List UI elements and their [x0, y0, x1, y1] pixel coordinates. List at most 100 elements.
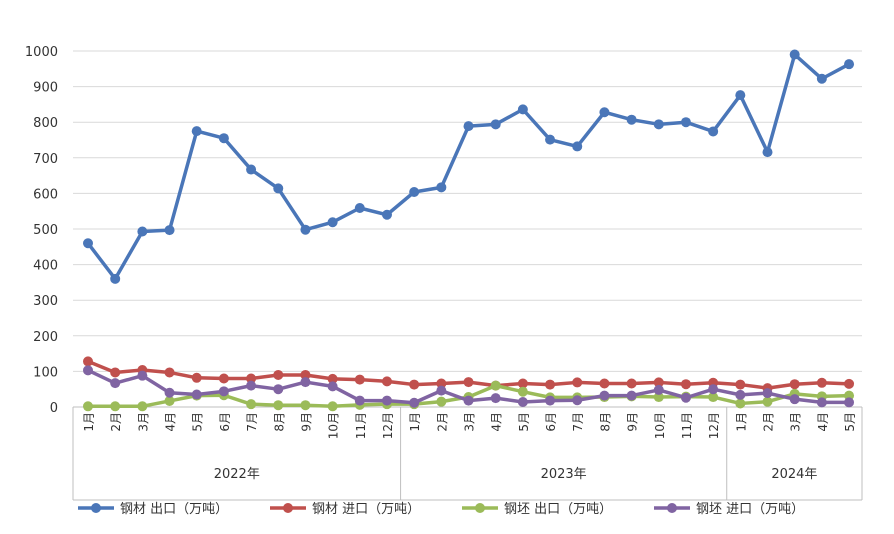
- data-point: [218, 373, 229, 384]
- legend-label: 钢材 进口（万吨）: [312, 502, 420, 517]
- y-tick-label: 1000: [25, 45, 58, 60]
- x-tick-label: 3月: [789, 412, 803, 432]
- y-tick-label: 600: [33, 187, 58, 202]
- data-point: [191, 389, 202, 400]
- data-point: [708, 384, 719, 395]
- data-point: [137, 401, 148, 412]
- data-point: [490, 119, 501, 130]
- data-point: [490, 380, 501, 391]
- x-tick-label: 2月: [762, 412, 776, 432]
- data-point: [653, 392, 664, 403]
- x-tick-label: 12月: [381, 412, 395, 439]
- data-point: [762, 388, 773, 399]
- data-point: [653, 119, 664, 130]
- x-tick-label: 9月: [299, 412, 313, 432]
- data-point: [789, 49, 800, 60]
- x-tick-label: 3月: [136, 412, 150, 432]
- data-point: [517, 397, 528, 408]
- legend-label: 钢坯 进口（万吨）: [696, 502, 804, 517]
- data-point: [463, 121, 474, 132]
- data-point: [599, 107, 610, 118]
- x-tick-label: 1月: [82, 412, 96, 432]
- data-point: [83, 365, 93, 376]
- data-point: [273, 183, 284, 194]
- data-point: [327, 373, 338, 384]
- data-point: [680, 379, 691, 390]
- data-point: [273, 400, 284, 411]
- y-tick-label: 800: [33, 116, 58, 131]
- x-tick-label: 11月: [680, 412, 694, 439]
- data-point: [246, 164, 257, 175]
- data-point: [436, 396, 447, 407]
- data-point: [83, 401, 93, 412]
- y-tick-label: 500: [33, 223, 58, 238]
- x-tick-label: 2月: [435, 412, 449, 432]
- data-point: [599, 378, 610, 389]
- data-point: [436, 182, 447, 193]
- legend-marker: [667, 503, 677, 513]
- y-tick-label: 100: [33, 365, 58, 380]
- legend-label: 钢材 出口（万吨）: [120, 502, 228, 517]
- data-point: [436, 378, 447, 389]
- y-tick-label: 300: [33, 294, 58, 309]
- data-point: [653, 384, 664, 395]
- data-point: [735, 389, 746, 400]
- x-tick-label: 10月: [653, 412, 667, 439]
- data-point: [735, 90, 746, 101]
- x-tick-label: 6月: [544, 412, 558, 432]
- data-point: [789, 394, 800, 405]
- data-point: [844, 397, 855, 408]
- data-point: [191, 126, 202, 137]
- data-point: [300, 377, 311, 388]
- data-point: [110, 367, 121, 378]
- data-point: [381, 395, 392, 406]
- data-point: [680, 117, 691, 128]
- data-point: [164, 395, 175, 406]
- data-point: [599, 390, 610, 401]
- data-point: [409, 397, 420, 408]
- data-point: [300, 369, 311, 380]
- data-point: [164, 367, 175, 378]
- y-tick-label: 400: [33, 259, 58, 274]
- data-point: [137, 370, 148, 381]
- data-point: [218, 133, 229, 144]
- data-point: [83, 356, 93, 367]
- series-line: [86, 52, 850, 281]
- y-tick-label: 200: [33, 330, 58, 345]
- data-point: [381, 376, 392, 387]
- data-point: [816, 377, 827, 388]
- data-point: [191, 372, 202, 383]
- x-tick-label: 2月: [109, 412, 123, 432]
- y-tick-label: 700: [33, 152, 58, 167]
- x-tick-label: 1月: [734, 412, 748, 432]
- data-point: [545, 134, 556, 145]
- x-tick-label: 5月: [517, 412, 531, 432]
- y-tick-label: 900: [33, 81, 58, 96]
- x-tick-label: 10月: [327, 412, 341, 439]
- data-point: [137, 226, 148, 237]
- data-point: [164, 387, 175, 398]
- data-point: [300, 224, 311, 235]
- data-point: [436, 385, 447, 396]
- year-label: 2023年: [541, 467, 587, 482]
- data-point: [789, 379, 800, 390]
- data-point: [246, 373, 257, 384]
- x-tick-label: 4月: [816, 412, 830, 432]
- data-point: [626, 114, 637, 125]
- data-point: [735, 398, 746, 409]
- x-tick-label: 3月: [463, 412, 477, 432]
- data-point: [327, 401, 338, 412]
- x-tick-label: 8月: [598, 412, 612, 432]
- data-point: [572, 377, 583, 388]
- data-point: [545, 379, 556, 390]
- data-point: [300, 400, 311, 411]
- data-point: [409, 186, 420, 197]
- data-point: [762, 147, 773, 158]
- data-point: [517, 378, 528, 389]
- data-point: [517, 104, 528, 115]
- data-point: [708, 126, 719, 137]
- data-point: [164, 225, 175, 236]
- x-tick-label: 11月: [354, 412, 368, 439]
